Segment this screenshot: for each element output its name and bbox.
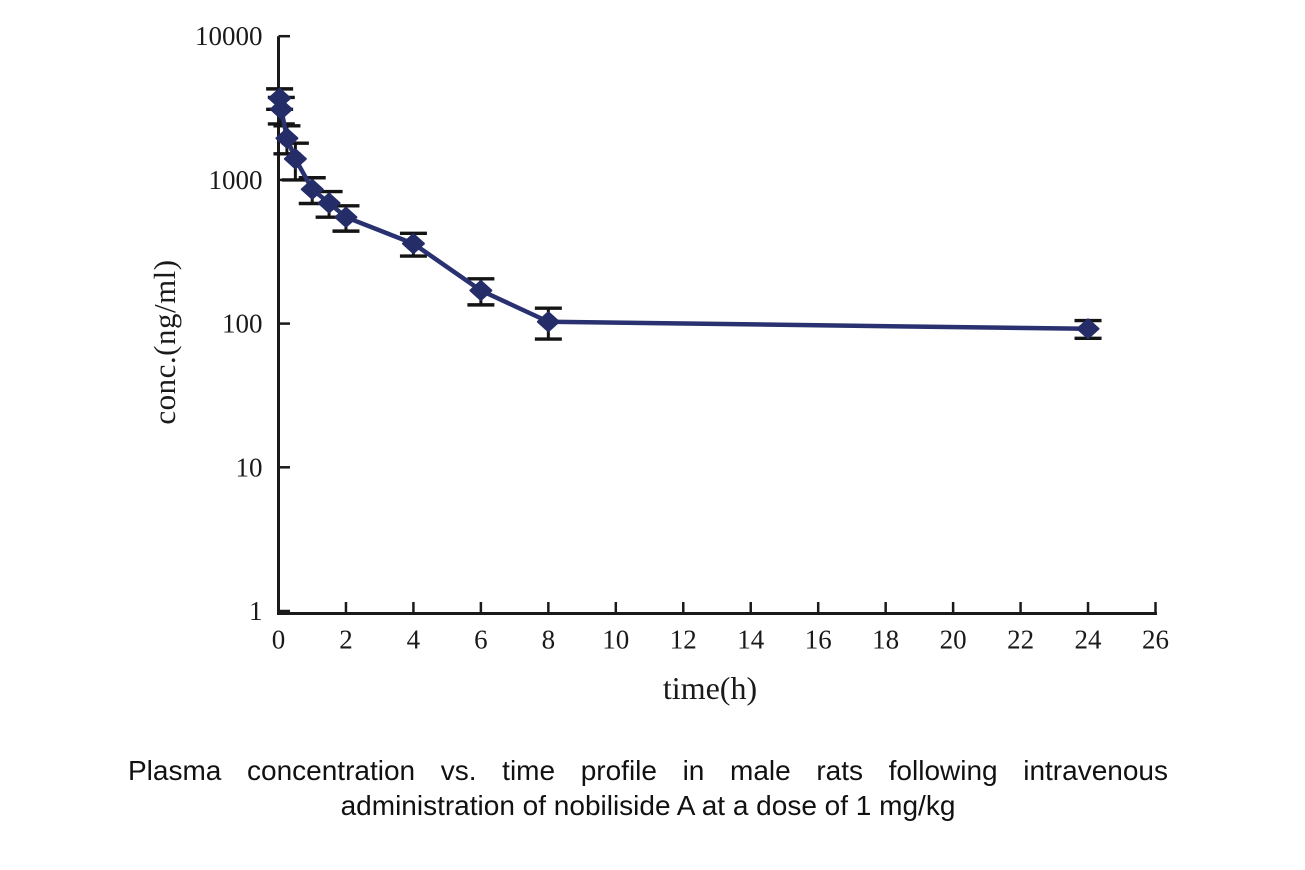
data-point-marker: [275, 127, 299, 149]
data-point-marker: [1076, 318, 1100, 340]
data-line: [277, 95, 1091, 332]
data-point-marker: [300, 178, 324, 200]
x-axis-title: time(h): [662, 670, 758, 706]
x-tick-label: 2: [339, 625, 353, 655]
x-tick-label: 4: [407, 625, 421, 655]
x-tick-label: 14: [737, 625, 765, 655]
x-tick-label: 20: [940, 625, 967, 655]
x-tick-label: 12: [670, 625, 697, 655]
y-tick-label: 1000: [209, 165, 263, 195]
x-tick-label: 6: [474, 625, 488, 655]
x-tick-label: 26: [1142, 625, 1169, 655]
data-point-marker: [469, 279, 493, 301]
y-tick-label: 10: [236, 452, 263, 482]
x-tick-label: 8: [542, 625, 556, 655]
x-tick-label: 10: [602, 625, 629, 655]
x-tick-label: 16: [805, 625, 832, 655]
y-tick-label: 1: [249, 596, 263, 626]
data-point-marker: [334, 206, 358, 228]
figure-caption-line-2: administration of nobiliside A at a dose…: [340, 790, 956, 821]
data-point-marker: [269, 98, 293, 120]
data-point-marker: [536, 311, 560, 333]
data-point-marker: [283, 148, 307, 170]
x-tick-label: 24: [1075, 625, 1103, 655]
y-axis-title: conc.(ng/ml): [147, 259, 182, 425]
figure-caption: Plasma concentration vs. time profile in…: [128, 753, 1168, 823]
x-tick-label: 22: [1007, 625, 1034, 655]
x-tick-label: 18: [872, 625, 899, 655]
y-tick-label: 100: [222, 309, 263, 339]
data-point-marker: [401, 233, 425, 255]
x-tick-label: 0: [272, 625, 286, 655]
figure-caption-line-1: Plasma concentration vs. time profile in…: [128, 755, 1168, 786]
y-tick-label: 10000: [195, 21, 263, 51]
data-point-marker: [317, 192, 341, 214]
